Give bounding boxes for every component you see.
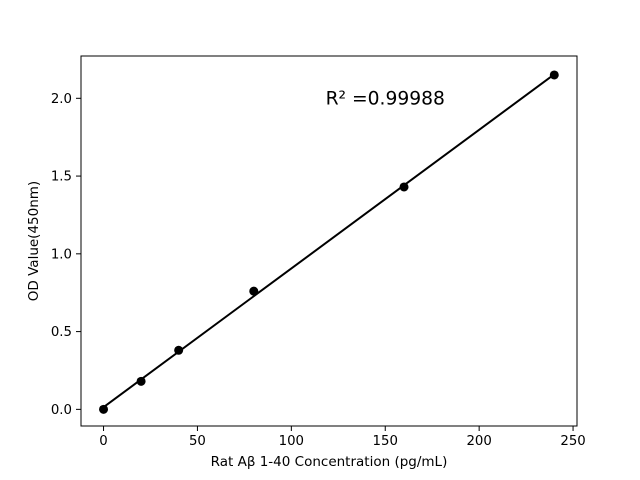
x-tick-label: 50 — [189, 434, 206, 449]
x-tick-label: 100 — [279, 434, 304, 449]
y-axis-label: OD Value(450nm) — [26, 181, 42, 301]
x-tick-label: 250 — [560, 434, 585, 449]
data-point — [99, 404, 109, 414]
axis-ticks: 0 50 100 150 200 250 0.0 0.5 1.0 1.5 2.0 — [51, 92, 586, 449]
data-point — [249, 286, 259, 296]
x-tick-label: 0 — [99, 434, 107, 449]
r-squared-annotation: R² =0.99988 — [326, 88, 445, 109]
plot-frame — [80, 55, 578, 427]
y-tick-label: 0.5 — [51, 325, 72, 340]
x-tick-label: 150 — [373, 434, 398, 449]
x-tick-label: 200 — [466, 434, 491, 449]
x-axis-label: Rat Aβ 1-40 Concentration (pg/mL) — [211, 454, 448, 470]
y-tick-label: 1.0 — [51, 247, 72, 262]
data-point — [399, 182, 409, 192]
data-point — [174, 345, 184, 355]
data-point — [549, 70, 559, 80]
y-tick-label: 1.5 — [51, 170, 72, 185]
data-point — [136, 376, 146, 386]
data-points — [99, 70, 559, 414]
y-tick-label: 0.0 — [51, 403, 72, 418]
y-tick-label: 2.0 — [51, 92, 72, 107]
